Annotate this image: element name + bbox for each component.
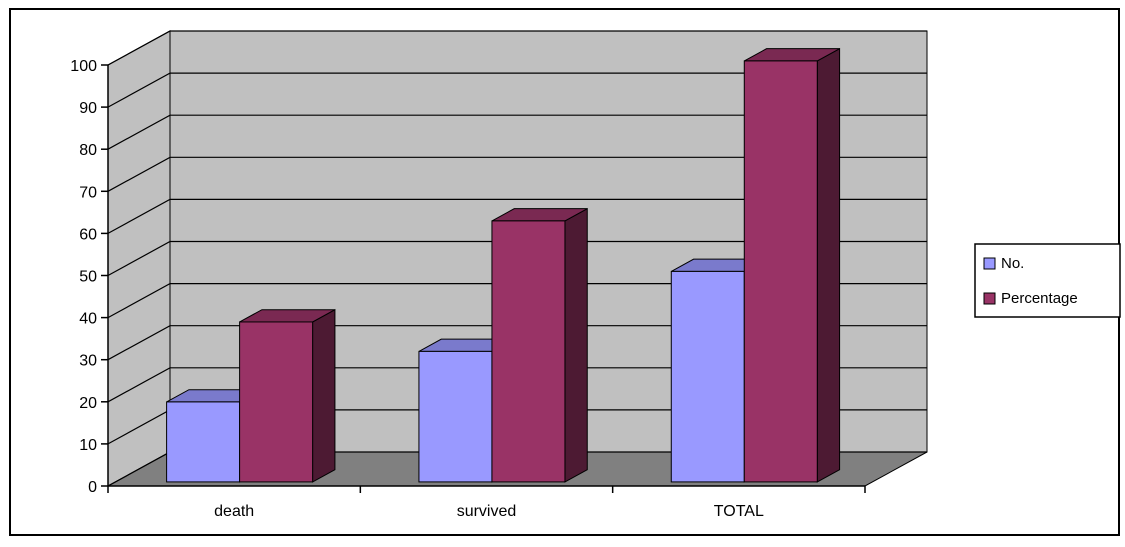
legend-swatch-percentage xyxy=(983,292,996,305)
bars xyxy=(166,47,841,483)
gridline xyxy=(107,240,927,277)
axes xyxy=(101,64,866,493)
gridline xyxy=(107,156,927,192)
y-tick-label: 50 xyxy=(79,269,97,286)
legend-box xyxy=(974,243,1121,318)
legend-label-percentage: Percentage xyxy=(1001,290,1078,307)
y-tick-label: 30 xyxy=(79,353,97,370)
y-tick-label: 70 xyxy=(79,184,97,201)
y-tick-label: 20 xyxy=(79,395,97,412)
x-tick-label: survived xyxy=(457,503,517,520)
bar-front xyxy=(670,270,745,483)
bar-side xyxy=(816,47,841,483)
bar-total-percentage xyxy=(743,47,841,483)
legend: No. Percentage xyxy=(974,243,1121,318)
gridline xyxy=(107,30,927,66)
bar-front xyxy=(418,350,493,483)
legend-swatch-no xyxy=(983,257,996,270)
bar-front xyxy=(743,60,818,483)
y-tick-label: 80 xyxy=(79,142,97,159)
y-tick-label: 40 xyxy=(79,311,97,328)
legend-label-no: No. xyxy=(1001,255,1024,272)
x-tick-label: TOTAL xyxy=(714,503,764,520)
y-tick-label: 0 xyxy=(88,479,97,496)
bar-front xyxy=(239,321,314,483)
bar-front xyxy=(166,401,241,483)
bar-death-percentage xyxy=(239,308,336,483)
bar-side xyxy=(312,308,336,483)
gridline xyxy=(107,72,927,108)
x-tick-label: death xyxy=(214,503,254,520)
y-tick-label: 90 xyxy=(79,100,97,117)
y-tick-label: 10 xyxy=(79,437,97,454)
y-tick-label: 60 xyxy=(79,226,97,243)
gridline xyxy=(107,114,927,150)
y-tick-labels: 0 10 20 30 40 50 60 70 80 90 100 xyxy=(70,58,97,496)
y-tick-label: 100 xyxy=(70,58,97,75)
bar-side xyxy=(564,207,588,483)
gridline xyxy=(107,198,927,234)
bar-front xyxy=(491,220,566,483)
bar-survived-percentage xyxy=(491,207,588,483)
x-tick-labels: death survived TOTAL xyxy=(214,503,764,520)
